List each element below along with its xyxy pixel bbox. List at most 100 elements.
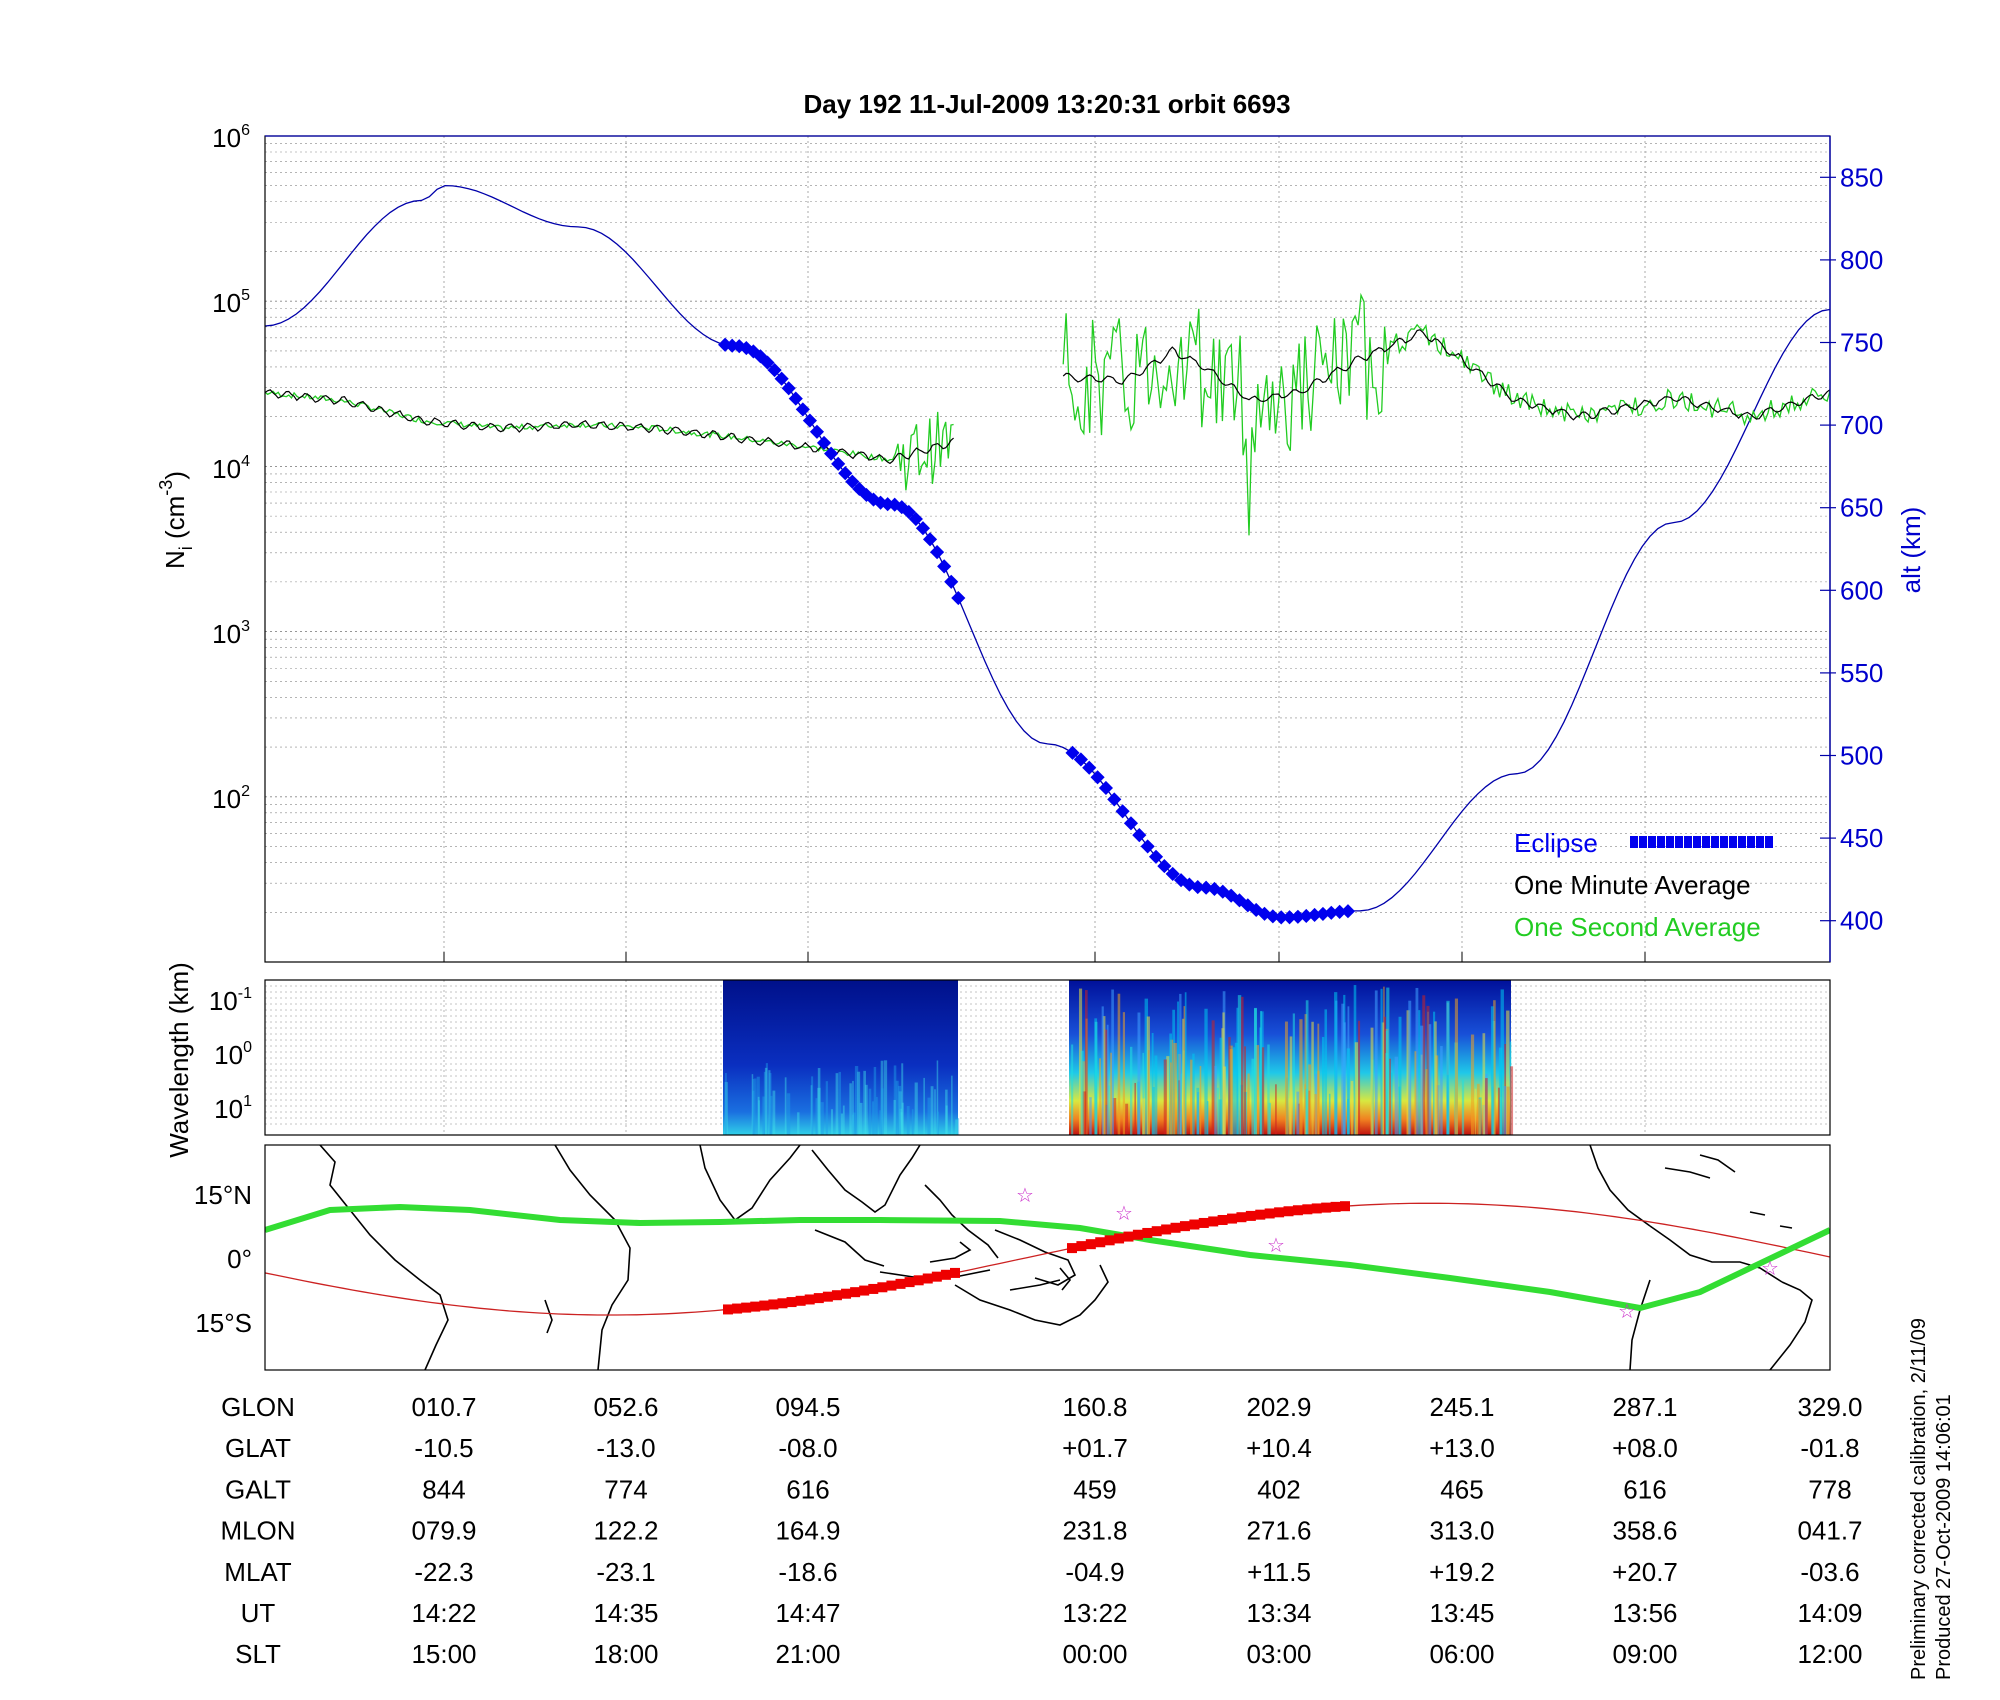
spectrogram-streak-217	[1425, 1069, 1428, 1135]
spectrogram-streak-247	[817, 1068, 821, 1135]
spectrogram-streak-137	[1420, 1025, 1424, 1135]
spectrogram-streak-197	[1343, 1022, 1346, 1135]
eclipse-mark-a-17	[838, 466, 853, 481]
footprint-a-7	[786, 1297, 797, 1308]
spectrogram-streak-164	[1082, 1091, 1087, 1135]
spectrogram-streak-129	[825, 1081, 828, 1135]
legend-eclipse-square-3	[1657, 836, 1665, 848]
spectrogram-streak-136	[1129, 1046, 1133, 1135]
y-tick-1e4: 104	[212, 453, 250, 484]
alt-tick-500: 500	[1840, 741, 1883, 771]
spectrogram-streak-192	[852, 1080, 854, 1135]
eclipse-mark-b-15	[1190, 880, 1205, 895]
spectrogram-streak-177	[1418, 1010, 1421, 1135]
spectrogram-streak-228	[1232, 1047, 1236, 1135]
spectrogram-streak-234	[1254, 1007, 1257, 1135]
altitude-line	[265, 184, 1830, 919]
spectrogram-streak-175	[1414, 1051, 1417, 1135]
alt-tick-450: 450	[1840, 823, 1883, 853]
eclipse-mark-a-29	[922, 532, 938, 547]
legend-eclipse-marker	[1630, 836, 1773, 848]
footprint-a-22	[922, 1273, 933, 1284]
spectrogram-streak-7	[1476, 1083, 1480, 1135]
spectrogram-streak-96	[1196, 1087, 1200, 1135]
spectrogram-streak-123	[1500, 989, 1504, 1135]
eclipse-mark-b-26	[1282, 910, 1297, 925]
legend-one-second-label: One Second Average	[1514, 912, 1761, 942]
chart-title: Day 192 11-Jul-2009 13:20:31 orbit 6693	[803, 89, 1290, 119]
eclipse-markers	[718, 337, 1356, 925]
spectrogram-streak-258	[1446, 1074, 1449, 1135]
spectrogram-streak-216	[1324, 1009, 1328, 1135]
alt-tick-400: 400	[1840, 906, 1883, 936]
eclipse-mark-a-8	[774, 371, 789, 386]
station-star-1: ☆	[1115, 1203, 1133, 1225]
table-cell-mlat-3: -04.9	[1065, 1557, 1124, 1587]
spectrogram-streak-211	[1183, 1006, 1186, 1135]
spectrogram-streak-209	[725, 1073, 727, 1135]
spectrogram-streak-87	[883, 1060, 888, 1135]
spectrogram-streak-259	[1284, 1021, 1288, 1135]
spectrogram-streak-231	[1446, 1000, 1450, 1135]
footprint-b-9	[1151, 1226, 1162, 1237]
spectrogram-streak-257	[897, 1085, 902, 1135]
y-tick-1e3: 103	[212, 618, 250, 649]
footprint-a-19	[895, 1278, 906, 1289]
eclipse-mark-b-0	[1065, 745, 1080, 760]
spectrogram-streak-185	[1106, 1024, 1109, 1135]
one-minute-segment-1	[265, 389, 954, 465]
spectrogram-streak-25	[1134, 1082, 1136, 1135]
eclipse-mark-a-7	[767, 363, 782, 378]
spectrogram-streak-86	[899, 1112, 903, 1135]
spectrogram-streak-149	[1182, 1018, 1185, 1135]
eclipse-mark-b-5	[1107, 792, 1122, 807]
spectrogram-streak-255	[873, 1066, 877, 1135]
footprint-b-16	[1217, 1214, 1228, 1225]
map-panel: ☆ ☆ ☆ ☆ ☆ 15°N 0° 15°S	[194, 1144, 1831, 1371]
spectrogram-streak-11	[772, 1090, 776, 1135]
footprint-b-7	[1132, 1229, 1143, 1240]
eclipse-mark-a-14	[816, 435, 832, 450]
density-y-label: Ni (cm-3)	[156, 471, 196, 569]
spectrogram-streak-222	[1206, 1101, 1209, 1135]
spectrogram-streak-63	[768, 1070, 771, 1135]
footprint-b-18	[1236, 1212, 1247, 1223]
eclipse-mark-b-6	[1115, 804, 1130, 819]
table-cell-mlon-2: 164.9	[775, 1516, 840, 1546]
footprint-a-6	[777, 1298, 788, 1309]
eclipse-mark-b-4	[1098, 780, 1113, 796]
spectrogram-streak-78	[1426, 1005, 1430, 1135]
spectrogram-streak-190	[1299, 1019, 1303, 1135]
spectrogram-streak-36	[1328, 1093, 1331, 1135]
footprint-b-11	[1170, 1222, 1181, 1233]
spectrogram-streak-64	[1125, 1103, 1129, 1135]
spectrogram-streak-251	[1101, 1006, 1104, 1135]
spectrogram-streak-187	[1255, 1045, 1260, 1135]
spectrogram-streak-243	[1260, 1010, 1262, 1135]
spectrogram-streak-13	[724, 1082, 728, 1135]
spectrogram-streak-52	[1435, 1055, 1439, 1135]
eclipse-mark-b-9	[1140, 839, 1155, 854]
spectrogram-streak-188	[1204, 1008, 1208, 1135]
spectrogram-streak-218	[1374, 990, 1378, 1135]
spectrogram-streak-165	[1219, 1037, 1223, 1135]
eclipse-mark-b-8	[1132, 828, 1147, 843]
density-y-ticks: 106 105 104 103 102	[212, 122, 250, 814]
spectrogram-streak-151	[1240, 996, 1244, 1135]
spectrogram-streak-203	[1234, 1042, 1239, 1135]
spectrogram-streak-133	[898, 1091, 902, 1135]
alt-tick-700: 700	[1840, 410, 1883, 440]
spectrogram-streak-179	[1497, 1087, 1500, 1135]
spectrogram-streak-176	[1470, 1034, 1475, 1135]
footprint-a-17	[877, 1282, 888, 1293]
spectrogram-streak-89	[1275, 1084, 1277, 1135]
spectrogram-streak-68	[880, 1060, 884, 1135]
table-cell-glon-3: 160.8	[1062, 1392, 1127, 1422]
table-cell-mlon-1: 122.2	[593, 1516, 658, 1546]
table-cell-mlat-6: +20.7	[1612, 1557, 1678, 1587]
spectrogram-streak-122	[879, 1110, 882, 1135]
eclipse-mark-b-1	[1073, 752, 1088, 767]
spectrogram-streak-80	[817, 1087, 821, 1135]
table-cell-mlat-1: -23.1	[596, 1557, 655, 1587]
